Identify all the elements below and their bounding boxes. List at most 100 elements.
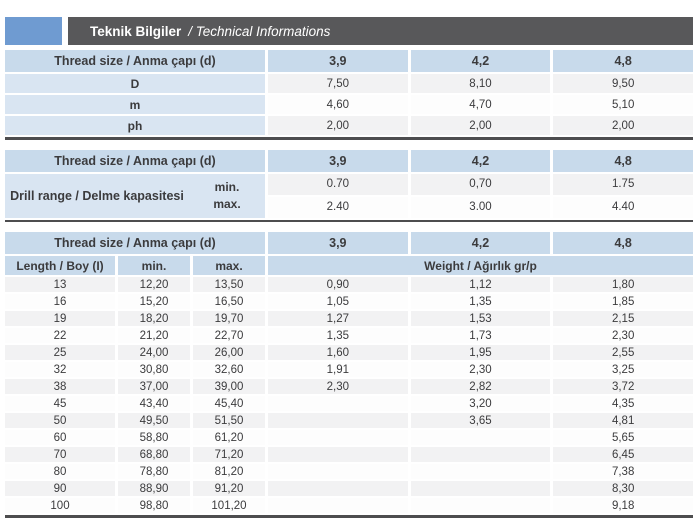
max-cell: 16,50 [193,294,265,309]
max-cell: 39,00 [193,379,265,394]
weight-cell: 8,30 [553,481,693,496]
min-cell: 24,00 [118,345,190,360]
value-cell: 2,00 [410,116,551,135]
weight-cell [268,396,408,411]
weight-cell: 1,73 [410,328,551,343]
value-cell: 4.40 [553,196,693,218]
size-header-cell: 3,9 [268,232,408,254]
min-cell: 49,50 [118,413,190,428]
max-cell: 61,20 [193,430,265,445]
minmax-labels: min. max. [189,180,265,211]
table-divider [5,515,693,518]
min-cell: 18,20 [118,311,190,326]
weight-cell: 1,80 [553,277,693,292]
weight-cell [268,430,408,445]
weight-cell [410,447,551,462]
max-cell: 51,50 [193,413,265,428]
weight-cell: 1,05 [268,294,408,309]
length-header: Length / Boy (I) [5,256,115,275]
table-row: 50 49,50 51,50 3,65 4,81 [5,413,693,428]
table-row: 16 15,20 16,50 1,05 1,35 1,85 [5,294,693,309]
weight-cell: 3,72 [553,379,693,394]
table-row: 38 37,00 39,00 2,30 2,82 3,72 [5,379,693,394]
value-cell: 2,00 [553,116,693,135]
weight-cell: 2,15 [553,311,693,326]
value-cell: 7,50 [268,74,408,93]
weight-cell: 9,18 [553,498,693,513]
accent-square [5,17,62,45]
weight-cell: 2,82 [410,379,551,394]
weight-cell: 6,45 [553,447,693,462]
table-row: 60 58,80 61,20 5,65 [5,430,693,445]
weight-cell: 1,35 [268,328,408,343]
weight-cell [268,498,408,513]
table-row: D 7,50 8,10 9,50 [5,74,693,93]
value-cell: 5,10 [553,95,693,114]
weight-cell [268,447,408,462]
table-row: 45 43,40 45,40 3,20 4,35 [5,396,693,411]
min-cell: 43,40 [118,396,190,411]
weight-header: Weight / Ağırlık gr/p [268,256,693,275]
weight-cell [268,413,408,428]
table-header-row: Thread size / Anma çapı (d) 3,9 4,2 4,8 [5,50,693,72]
table-row: 25 24,00 26,00 1,60 1,95 2,55 [5,345,693,360]
drill-range-table: Thread size / Anma çapı (d) 3,9 4,2 4,8 Dril… [5,149,693,218]
length-weight-table: Thread size / Anma çapı (d) 3,9 4,2 4,8 Leng… [5,232,693,513]
weight-cell: 2,55 [553,345,693,360]
length-cell: 38 [5,379,115,394]
value-cell: 2,00 [268,116,408,135]
weight-cell: 1,35 [410,294,551,309]
max-cell: 19,70 [193,311,265,326]
table-row: 13 12,20 13,50 0,90 1,12 1,80 [5,277,693,292]
table-row: 22 21,20 22,70 1,35 1,73 2,30 [5,328,693,343]
table-row: ph 2,00 2,00 2,00 [5,116,693,135]
weight-cell [268,481,408,496]
min-cell: 30,80 [118,362,190,377]
weight-cell: 4,35 [553,396,693,411]
table-header-row: Thread size / Anma çapı (d) 3,9 4,2 4,8 [5,232,693,254]
max-cell: 101,20 [193,498,265,513]
weight-cell [410,464,551,479]
weight-cell [268,464,408,479]
minmax-label: max. [213,197,241,211]
weight-cell: 1,12 [410,277,551,292]
max-cell: 22,70 [193,328,265,343]
weight-cell: 1,91 [268,362,408,377]
dimension-label: ph [5,116,265,135]
table-divider [5,137,693,140]
value-cell: 1.75 [553,173,693,195]
size-header-cell: 3,9 [268,149,408,172]
weight-cell: 5,65 [553,430,693,445]
max-cell: 32,60 [193,362,265,377]
weight-cell [410,498,551,513]
size-header-cell: 4,2 [410,232,551,254]
thread-size-header: Thread size / Anma çapı (d) [5,149,265,172]
length-cell: 100 [5,498,115,513]
length-cell: 90 [5,481,115,496]
table-row: m 4,60 4,70 5,10 [5,95,693,114]
min-cell: 68,80 [118,447,190,462]
length-cell: 70 [5,447,115,462]
title-bar: Teknik Bilgiler / Technical Informations [5,17,693,45]
weight-cell: 7,38 [553,464,693,479]
dimension-label: m [5,95,265,114]
max-cell: 81,20 [193,464,265,479]
length-cell: 45 [5,396,115,411]
weight-cell: 2,30 [268,379,408,394]
table-row: 70 68,80 71,20 6,45 [5,447,693,462]
title-turkish: Teknik Bilgiler [90,23,182,39]
table-row: 90 88,90 91,20 8,30 [5,481,693,496]
length-cell: 19 [5,311,115,326]
weight-cell: 2,30 [410,362,551,377]
table-row: 100 98,80 101,20 9,18 [5,498,693,513]
weight-cell: 1,85 [553,294,693,309]
weight-cell: 1,60 [268,345,408,360]
value-cell: 4,60 [268,95,408,114]
min-cell: 58,80 [118,430,190,445]
max-cell: 26,00 [193,345,265,360]
title-english: / Technical Informations [188,23,331,39]
max-cell: 45,40 [193,396,265,411]
length-cell: 13 [5,277,115,292]
value-cell: 0,70 [410,173,551,195]
